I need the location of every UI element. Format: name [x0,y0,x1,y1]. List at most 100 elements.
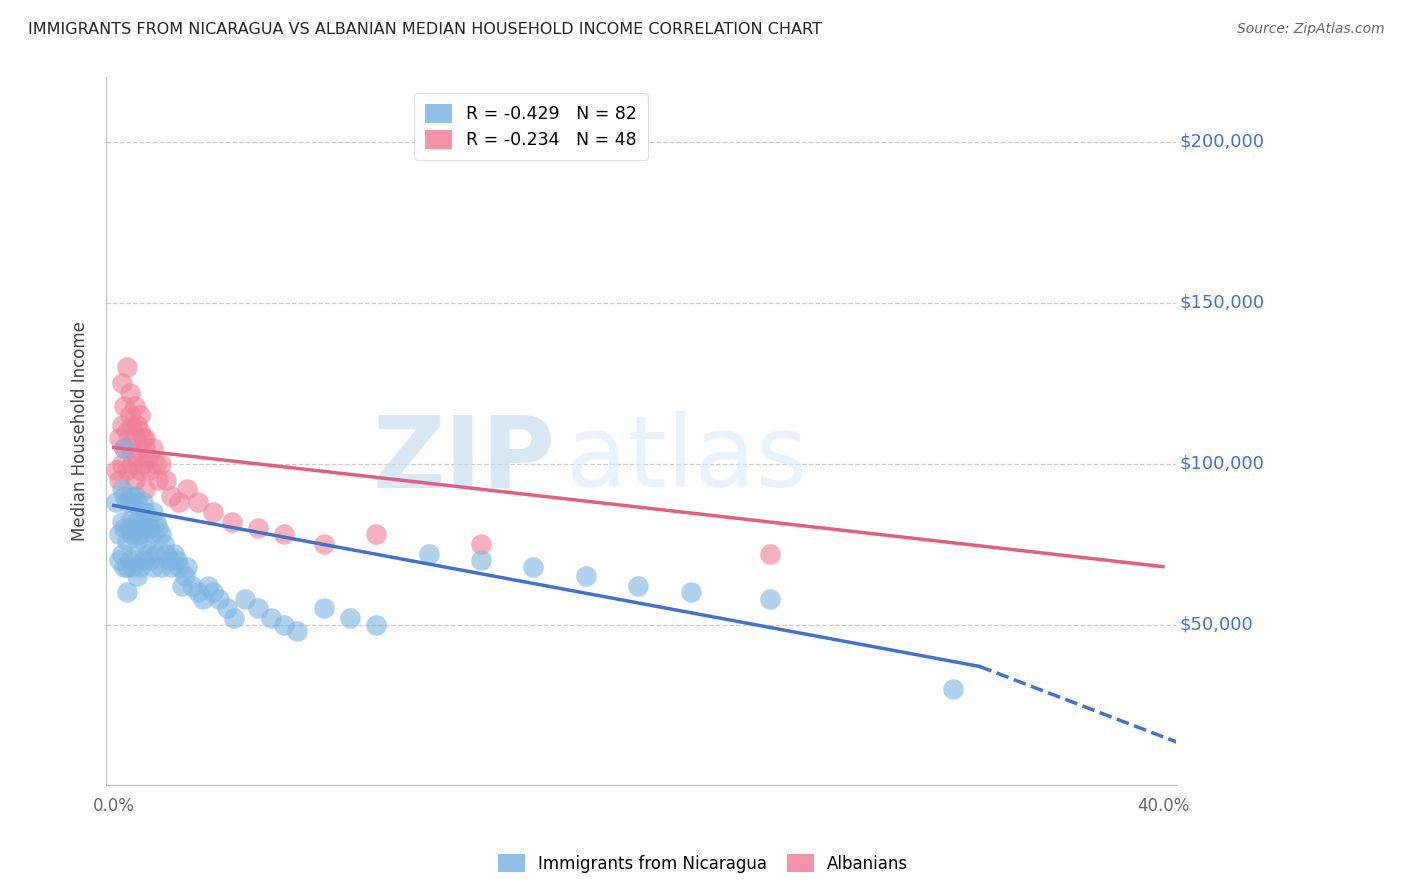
Point [121,511,143,525]
Point [112,521,135,535]
Point [470,537,492,551]
Point [312,601,335,615]
Point [124,473,146,487]
Point [121,559,143,574]
Point [758,547,780,561]
Point [108,553,131,567]
Point [134,483,156,497]
Point [129,463,152,477]
Point [112,489,135,503]
Point [121,527,143,541]
Point [166,553,188,567]
Point [134,537,156,551]
Point [129,425,152,439]
Point [118,409,141,423]
Point [118,489,141,503]
Point [129,559,152,574]
Point [121,457,143,471]
Point [111,515,134,529]
Point [273,617,295,632]
Point [131,553,153,567]
Point [127,533,149,548]
Point [124,399,146,413]
Point [312,537,335,551]
Point [127,569,149,583]
Point [145,457,167,471]
Point [155,547,177,561]
Point [364,527,387,541]
Point [108,473,131,487]
Point [115,495,138,509]
Point [170,579,193,593]
Point [139,553,162,567]
Point [105,495,128,509]
Point [150,559,173,574]
Point [197,579,219,593]
Point [758,591,780,606]
Point [118,553,141,567]
Point [145,547,167,561]
Point [129,505,152,519]
Point [679,585,702,599]
Point [131,457,153,471]
Point [129,409,152,423]
Text: $200,000: $200,000 [1180,133,1264,151]
Point [247,521,270,535]
Point [134,505,156,519]
Point [112,399,135,413]
Point [247,601,270,615]
Point [136,515,159,529]
Legend: Immigrants from Nicaragua, Albanians: Immigrants from Nicaragua, Albanians [491,847,915,880]
Y-axis label: Median Household Income: Median Household Income [72,321,89,541]
Point [142,505,165,519]
Point [112,559,135,574]
Point [150,457,173,471]
Text: $100,000: $100,000 [1180,455,1264,473]
Point [131,495,153,509]
Text: atlas: atlas [567,411,807,508]
Point [134,441,156,455]
Point [111,483,134,497]
Point [163,547,186,561]
Point [176,559,198,574]
Point [111,376,134,391]
Point [136,547,159,561]
Point [260,611,283,625]
Point [139,521,162,535]
Point [470,553,492,567]
Point [215,601,238,615]
Point [418,547,440,561]
Point [155,473,177,487]
Point [221,515,243,529]
Point [127,515,149,529]
Point [108,527,131,541]
Legend: R = -0.429   N = 82, R = -0.234   N = 48: R = -0.429 N = 82, R = -0.234 N = 48 [415,93,648,160]
Point [339,611,361,625]
Point [108,431,131,445]
Point [142,559,165,574]
Point [111,547,134,561]
Point [224,611,246,625]
Point [208,591,231,606]
Point [148,521,170,535]
Point [202,505,225,519]
Point [111,457,134,471]
Point [115,425,138,439]
Text: $50,000: $50,000 [1180,615,1253,633]
Point [139,463,162,477]
Point [173,569,195,583]
Point [273,527,295,541]
Point [150,527,173,541]
Point [187,495,209,509]
Point [124,489,146,503]
Point [364,617,387,632]
Text: ZIP: ZIP [373,411,555,508]
Point [187,585,209,599]
Point [121,417,143,432]
Point [111,417,134,432]
Text: $150,000: $150,000 [1180,293,1264,311]
Point [575,569,598,583]
Point [522,559,544,574]
Point [124,521,146,535]
Point [169,559,191,574]
